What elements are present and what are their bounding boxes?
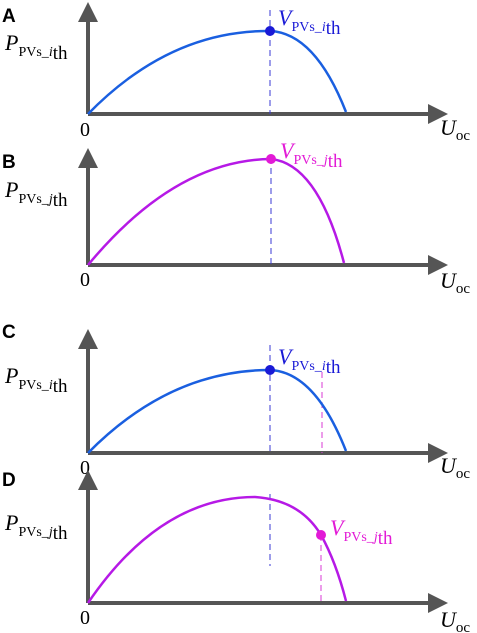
- axes: [78, 2, 448, 124]
- pv-power-curve: [86, 495, 348, 604]
- y-axis-label: PPVs_jth: [4, 177, 68, 211]
- x-axis-label: Uoc: [440, 115, 470, 144]
- panel-b: B PPVs_jth 0 Uoc VPVs_jth: [2, 138, 470, 297]
- x-axis-label: Uoc: [440, 268, 470, 297]
- y-axis-label: PPVs_ith: [4, 363, 68, 397]
- panel-letter: C: [2, 322, 16, 343]
- panel-letter: B: [2, 152, 16, 173]
- mpp-marker: [265, 26, 275, 36]
- marker-label: VPVs_ith: [278, 5, 341, 39]
- panel-letter: A: [2, 6, 16, 27]
- mpp-marker: [265, 365, 275, 375]
- origin-label: 0: [80, 269, 90, 291]
- panel-c: C PPVs_ith 0 Uoc VPVs_ith: [2, 322, 470, 482]
- marker-label: VPVs_jth: [280, 138, 343, 172]
- panel-d: D PPVs_jth 0 Uoc VPVs_jth: [2, 470, 470, 633]
- pv-power-curve: [87, 157, 346, 266]
- mpp-marker: [266, 154, 276, 164]
- y-axis-label: PPVs_ith: [4, 30, 68, 64]
- marker-label: VPVs_ith: [278, 344, 341, 378]
- origin-label: 0: [80, 119, 90, 141]
- panel-letter: D: [2, 470, 16, 491]
- panel-a: A PPVs_ith 0 Uoc VPVs_ith: [2, 2, 470, 144]
- axes: [78, 470, 448, 613]
- origin-label: 0: [80, 607, 90, 629]
- origin-label: 0: [80, 457, 90, 479]
- axes: [78, 329, 448, 463]
- x-axis-label: Uoc: [440, 453, 470, 482]
- axes: [78, 148, 448, 275]
- y-axis-label: PPVs_jth: [4, 510, 68, 544]
- x-axis-label: Uoc: [440, 607, 470, 633]
- operating-point-marker: [316, 530, 326, 540]
- pv-power-curve: [87, 368, 348, 454]
- marker-label: VPVs_jth: [330, 515, 393, 549]
- pv-power-curve: [87, 29, 348, 115]
